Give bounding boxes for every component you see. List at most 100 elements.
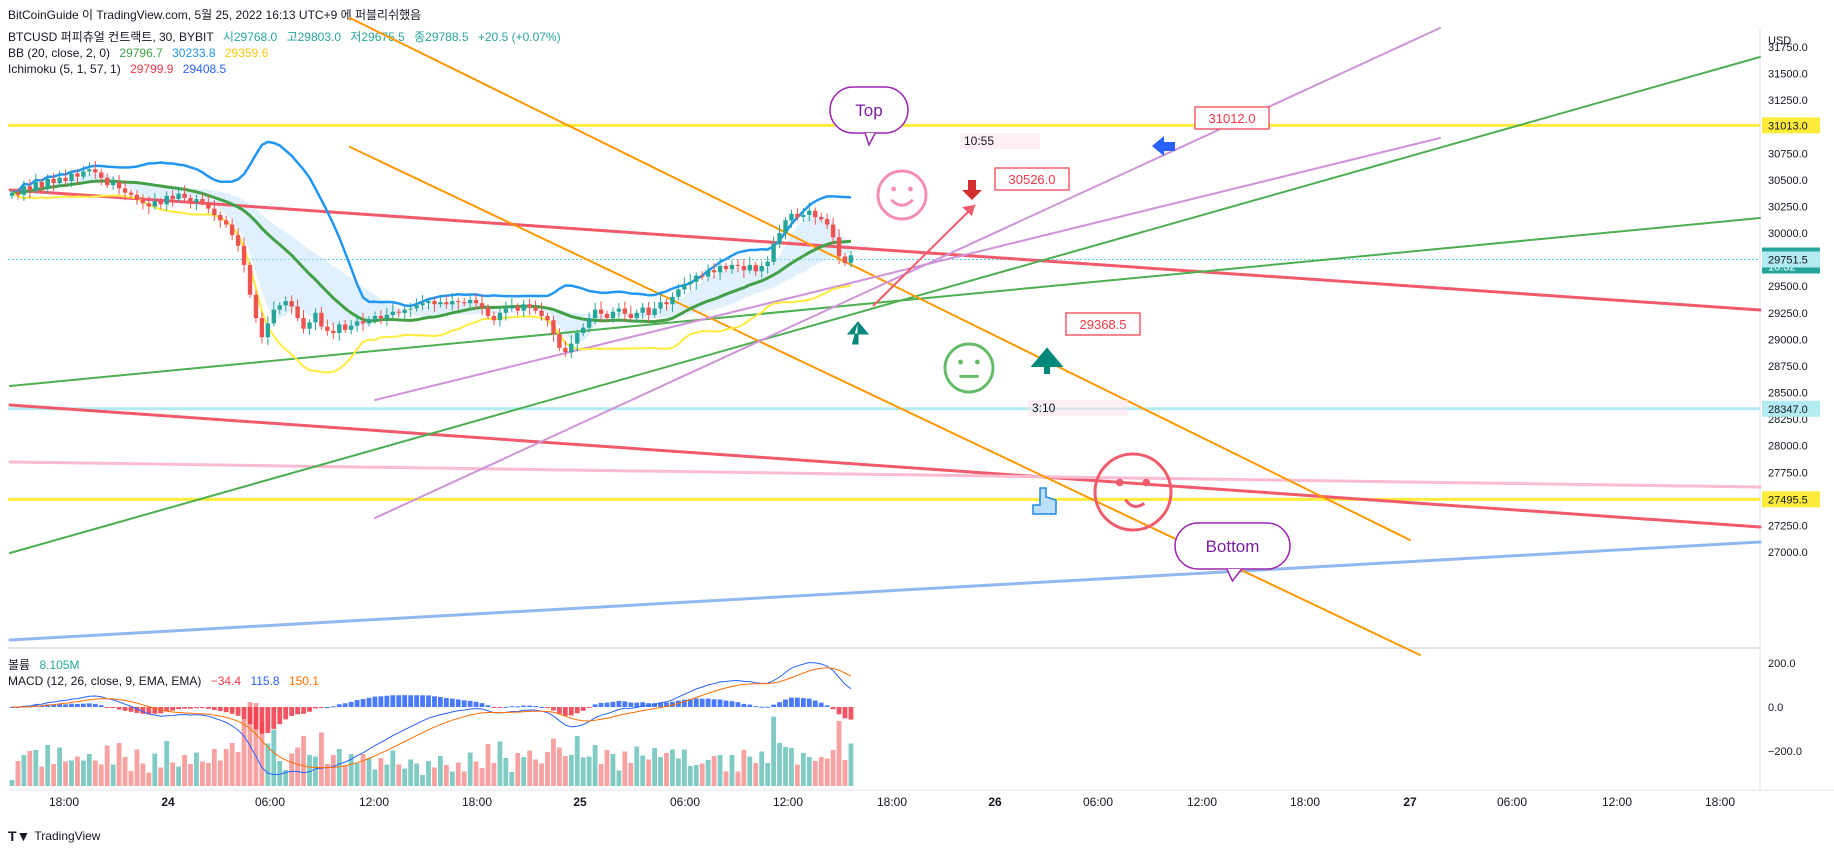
macd-histogram-bar [86,703,92,707]
candle-body [491,315,497,321]
volume-bar [354,763,360,786]
volume-bar [806,757,812,786]
candle-body [182,193,187,198]
candle-body [33,182,38,191]
candle-body [229,224,235,236]
candle-body [372,315,378,320]
macd-histogram-bar [63,704,68,707]
macd-histogram-bar [140,707,146,714]
volume-bar [152,753,158,786]
macd-histogram-bar [557,707,562,714]
volume-bar [616,770,622,786]
currency-label: USD [1768,35,1791,47]
price-label: 28347.0 [1768,404,1808,416]
macd-histogram-bar [812,700,818,707]
ichimoku-legend[interactable]: Ichimoku (5, 1, 57, 1) 29799.9 29408.5 [8,62,226,76]
macd-histogram-bar [414,695,419,707]
macd-histogram-bar [693,698,699,707]
volume-legend[interactable]: 볼륨 8.105M [8,658,79,672]
target-high-text: 31012.0 [1209,111,1256,126]
macd-histogram-bar [717,699,723,707]
volume-bar [182,755,187,786]
macd-histogram-bar [479,703,485,707]
volume-bar [33,750,39,786]
candle-body [164,195,169,205]
ichimoku-conv-value: 29799.9 [130,62,174,76]
macd-histogram-bar [265,707,271,733]
volume-bar [836,721,842,786]
candle-body [581,327,586,333]
volume-bar [57,747,62,786]
volume-bar [592,745,598,786]
macd-histogram-bar [729,701,735,707]
volume-bar [372,769,378,786]
volume-bar [789,748,794,786]
macd-histogram-bar [432,696,437,707]
volume-bar [491,763,497,786]
candle-body [551,320,556,335]
candle-body [789,213,794,221]
volume-bar [795,764,800,786]
candle-body [307,322,312,329]
time-tick: 06:00 [670,795,700,809]
candle-body [283,301,288,306]
candle-body [146,203,152,207]
bb-label: BB (20, close, 2, 0) [8,46,111,60]
volume-bar [324,764,330,786]
bb-legend[interactable]: BB (20, close, 2, 0) 29796.7 30233.8 293… [8,46,268,60]
tradingview-footer[interactable]: T▼ TradingView [8,828,100,844]
volume-bar [800,753,806,786]
volume-bar [747,756,753,786]
volume-bars [9,702,854,786]
macd-histogram-bar [247,707,253,725]
volume-bar [408,759,414,786]
macd-histogram-bar [842,707,848,719]
macd-histogram-bar [69,703,74,707]
volume-bar [384,764,390,786]
volume-bar [479,768,485,786]
volume-bar [449,771,455,786]
volume-bar [705,760,711,786]
time-tick: 12:00 [773,795,803,809]
macd-histogram-bar [527,705,533,707]
target-arrow-head [962,205,975,216]
macd-histogram-bar [687,699,693,707]
volume-bar [235,752,241,786]
volume-bar [301,736,306,786]
volume-bar [771,716,776,786]
macd-histogram-bar [390,695,396,707]
time-tick: 24 [161,795,175,809]
price-axis: 31750.031500.031250.031000.030750.030500… [1762,42,1820,559]
macd-legend[interactable]: MACD (12, 26, close, 9, EMA, EMA) −34.4 … [8,674,319,688]
cloud-area [12,172,851,343]
volume-bar [652,748,657,786]
volume-bar [342,765,348,786]
macd-tick: 200.0 [1768,658,1796,670]
target-mid-text: 30526.0 [1009,172,1056,187]
volume-bar [283,770,289,786]
macd-histogram-bar [295,707,300,715]
macd-histogram-bar [283,707,289,720]
dizzy-face-icon-eye [1115,478,1124,487]
price-tick: 29250.0 [1768,308,1808,320]
candle-body [348,325,354,330]
candle-body [9,192,15,196]
macd-histogram-bar [81,703,86,707]
candle-body [402,309,407,313]
macd-histogram-bar [301,707,306,714]
ichimoku-label: Ichimoku (5, 1, 57, 1) [8,62,121,76]
candle-body [271,309,276,324]
time-label-2: 3:10 [1032,401,1056,415]
volume-bar [676,758,681,786]
volume-bar [81,760,86,786]
candle-body [467,300,473,304]
macd-histogram-bar [533,705,538,707]
macd-histogram-bar [622,701,628,707]
macd-histogram-bar [182,707,187,709]
macd-histogram-bar [128,707,134,712]
candle-body [81,171,86,177]
candle-body [795,213,800,218]
volume-bar [164,741,170,786]
trend-line [8,460,1762,489]
